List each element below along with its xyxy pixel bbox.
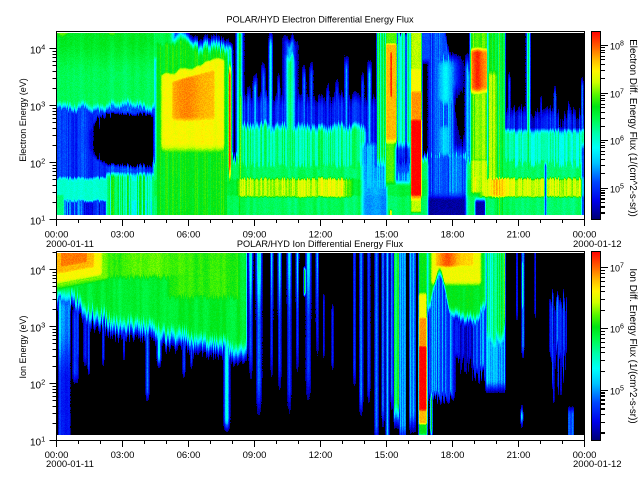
svg-text:00:00: 00:00 — [573, 450, 597, 461]
svg-text:18:00: 18:00 — [441, 450, 465, 461]
svg-text:106: 106 — [610, 324, 624, 335]
svg-text:107: 107 — [610, 89, 624, 100]
svg-text:101: 101 — [30, 435, 45, 449]
svg-text:00:00: 00:00 — [45, 450, 69, 461]
svg-text:105: 105 — [610, 386, 624, 397]
svg-text:2000-01-12: 2000-01-12 — [573, 239, 622, 250]
svg-text:103: 103 — [30, 321, 45, 335]
svg-text:101: 101 — [30, 214, 45, 228]
svg-text:POLAR/HYD Electron Differenti: POLAR/HYD Electron Differential Energy F… — [226, 15, 414, 25]
svg-text:107: 107 — [610, 263, 624, 274]
svg-text:Electron Energy (eV): Electron Energy (eV) — [18, 78, 28, 162]
svg-text:03:00: 03:00 — [111, 230, 135, 241]
svg-text:106: 106 — [610, 136, 624, 147]
svg-text:2000-01-11: 2000-01-11 — [46, 239, 94, 250]
svg-text:18:00: 18:00 — [441, 230, 465, 241]
svg-text:104: 104 — [30, 264, 45, 278]
svg-text:Ion Energy (eV): Ion Energy (eV) — [18, 315, 28, 378]
svg-text:Electron Diff. Energy Flux (1/: Electron Diff. Energy Flux (1/(cm^2-s-sr… — [627, 39, 638, 217]
svg-text:00:00: 00:00 — [45, 230, 69, 241]
svg-text:Ion Diff. Energy Flux (1/(cm^2: Ion Diff. Energy Flux (1/(cm^2-s-sr)) — [627, 268, 638, 423]
svg-text:102: 102 — [30, 378, 45, 392]
svg-text:09:00: 09:00 — [243, 230, 267, 241]
svg-text:00:00: 00:00 — [573, 230, 597, 241]
svg-text:105: 105 — [610, 184, 624, 195]
svg-text:2000-01-11: 2000-01-11 — [46, 459, 94, 470]
svg-text:POLAR/HYD Ion Differential En: POLAR/HYD Ion Differential Energy Flux — [237, 239, 404, 249]
svg-text:06:00: 06:00 — [177, 230, 201, 241]
svg-text:103: 103 — [30, 100, 45, 114]
svg-text:03:00: 03:00 — [111, 450, 135, 461]
svg-text:104: 104 — [30, 43, 45, 57]
svg-text:15:00: 15:00 — [375, 450, 399, 461]
svg-text:21:00: 21:00 — [507, 450, 531, 461]
svg-text:2000-01-12: 2000-01-12 — [573, 459, 622, 470]
svg-text:12:00: 12:00 — [309, 450, 333, 461]
svg-text:102: 102 — [30, 157, 45, 171]
svg-text:09:00: 09:00 — [243, 450, 267, 461]
svg-text:12:00: 12:00 — [309, 230, 333, 241]
svg-text:06:00: 06:00 — [177, 450, 201, 461]
svg-text:15:00: 15:00 — [375, 230, 399, 241]
svg-text:108: 108 — [610, 41, 624, 52]
svg-text:21:00: 21:00 — [507, 230, 531, 241]
